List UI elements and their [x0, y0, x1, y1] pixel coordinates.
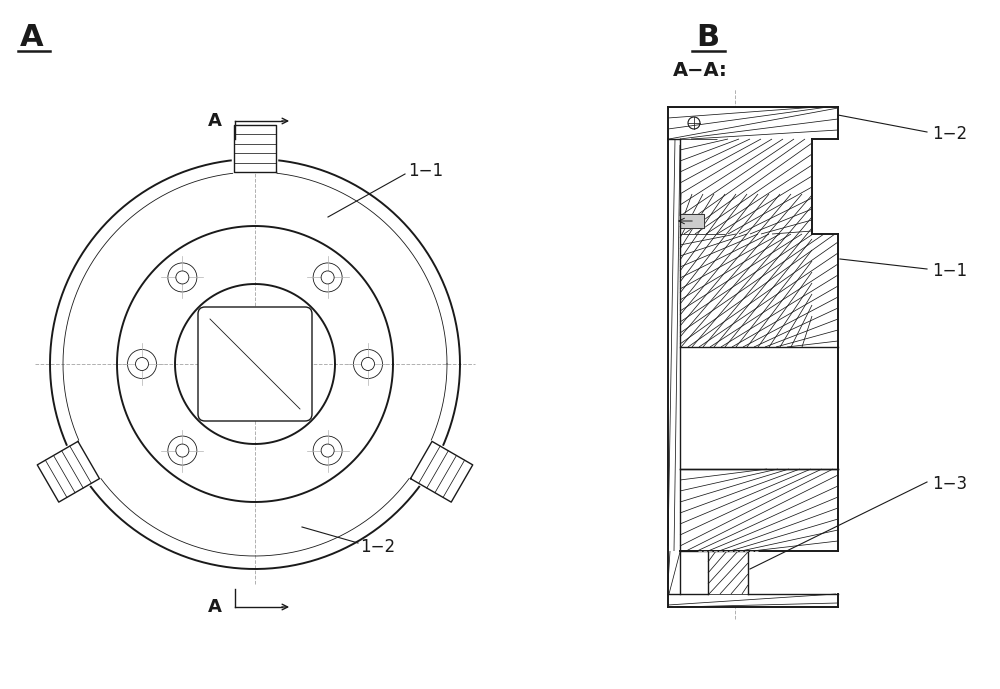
Polygon shape: [66, 441, 101, 486]
Circle shape: [168, 263, 197, 292]
Text: 1−3: 1−3: [932, 475, 967, 493]
Circle shape: [321, 271, 334, 284]
Polygon shape: [680, 214, 704, 228]
Text: 1−1: 1−1: [932, 262, 967, 280]
Text: A: A: [20, 23, 44, 52]
Polygon shape: [411, 442, 473, 502]
Polygon shape: [680, 234, 838, 347]
Polygon shape: [680, 469, 838, 551]
Circle shape: [354, 349, 382, 378]
Polygon shape: [668, 107, 838, 139]
Polygon shape: [668, 551, 680, 594]
Polygon shape: [234, 125, 276, 172]
Text: A: A: [208, 112, 222, 130]
Circle shape: [362, 358, 374, 371]
Circle shape: [321, 444, 334, 457]
Text: A: A: [208, 598, 222, 616]
Circle shape: [128, 349, 156, 378]
Circle shape: [313, 436, 342, 465]
Circle shape: [136, 358, 148, 371]
Polygon shape: [680, 139, 812, 234]
Polygon shape: [668, 139, 680, 551]
Polygon shape: [708, 551, 748, 594]
Circle shape: [176, 444, 189, 457]
Polygon shape: [37, 442, 99, 502]
Polygon shape: [668, 594, 838, 607]
Text: 1−2: 1−2: [360, 538, 395, 556]
Text: A−A:: A−A:: [673, 61, 727, 81]
FancyBboxPatch shape: [198, 307, 312, 421]
Text: 1−2: 1−2: [932, 125, 967, 143]
Polygon shape: [232, 158, 278, 174]
Polygon shape: [409, 441, 444, 486]
Text: 1−1: 1−1: [408, 162, 443, 180]
Circle shape: [176, 271, 189, 284]
Polygon shape: [680, 347, 838, 469]
Text: B: B: [696, 23, 720, 52]
Circle shape: [168, 436, 197, 465]
Circle shape: [313, 263, 342, 292]
Polygon shape: [680, 194, 812, 347]
